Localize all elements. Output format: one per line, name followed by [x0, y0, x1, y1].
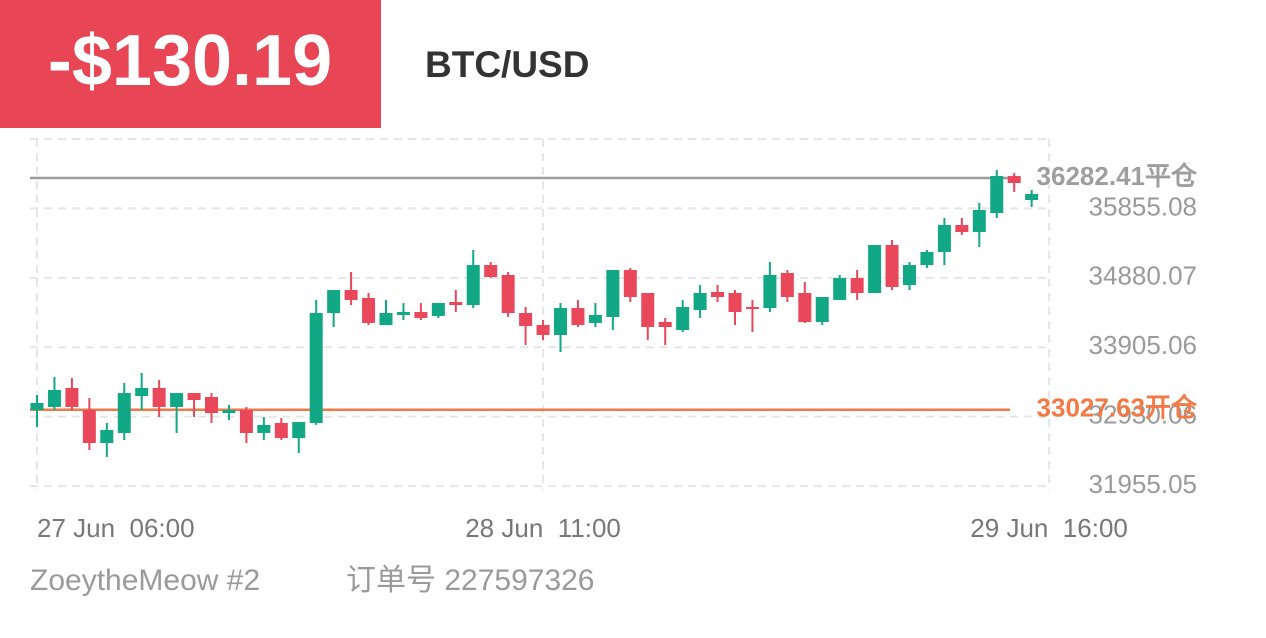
candle-body: [187, 393, 201, 401]
candle-body: [170, 393, 184, 407]
candle-body: [65, 387, 79, 407]
candle-body: [431, 303, 445, 316]
candle-body: [501, 274, 515, 314]
candle-body: [100, 429, 114, 444]
order-number: 订单号 227597326: [346, 564, 595, 597]
candle-body: [292, 422, 306, 439]
candle-body: [815, 296, 829, 322]
candle-body: [414, 312, 428, 318]
y-tick-label: 31955.05: [1089, 469, 1197, 499]
candle-body: [396, 312, 410, 315]
candle-body: [449, 302, 463, 306]
candle-body: [466, 265, 480, 306]
candle-body: [484, 265, 498, 277]
candle-body: [711, 292, 725, 297]
candle-body: [972, 209, 986, 232]
candle-body: [780, 272, 794, 297]
candle-body: [519, 313, 533, 327]
candle-body: [693, 292, 707, 311]
candle-body: [239, 409, 253, 433]
candle-body: [554, 308, 567, 336]
x-tick-label: 27 Jun 06:00: [37, 513, 195, 543]
candle-body: [47, 389, 61, 407]
candle-body: [588, 314, 602, 323]
candle-body: [903, 265, 916, 286]
candle-body: [763, 274, 777, 309]
pnl-badge: [0, 0, 381, 128]
candle-body: [920, 251, 934, 266]
candle-body: [728, 292, 742, 313]
candle-body: [344, 290, 358, 300]
candle-body: [850, 278, 864, 293]
candle-body: [606, 270, 620, 317]
candle-body: [833, 278, 847, 300]
open-line-label: 33027.63开仓: [1037, 393, 1198, 423]
candle-body: [937, 225, 951, 252]
candle-body: [257, 424, 271, 433]
y-tick-label: 33905.06: [1089, 330, 1197, 360]
candle-body: [362, 297, 376, 323]
candle-body: [117, 393, 131, 433]
candle-body: [798, 292, 812, 322]
candle-body: [205, 397, 218, 414]
candle-body: [1025, 194, 1039, 201]
candle-body: [135, 387, 149, 397]
account: ZoeytheMeow #2: [30, 564, 260, 597]
candle-body: [82, 409, 96, 444]
candle-body: [571, 308, 585, 326]
candle-body: [152, 387, 166, 407]
candle-body: [222, 409, 236, 414]
y-tick-label: 34880.07: [1089, 261, 1197, 291]
candle-body: [274, 423, 288, 439]
candle-body: [990, 176, 1004, 214]
symbol: BTC/USD: [425, 44, 589, 85]
candle-body: [868, 245, 882, 293]
candle-body: [327, 290, 341, 314]
candle-body: [676, 307, 690, 331]
candle-body: [536, 325, 550, 336]
x-tick-label: 28 Jun 11:00: [465, 513, 621, 543]
candle-body: [885, 245, 899, 288]
candle-body: [745, 307, 759, 310]
x-tick-label: 29 Jun 16:00: [970, 513, 1128, 543]
y-tick-label: 32930.06: [1089, 400, 1197, 430]
close-line-label: 36282.41平仓: [1037, 161, 1198, 191]
y-tick-label: 35855.08: [1089, 191, 1197, 221]
plot: 31955.05 32930.06 33905.06 34880.07 35855.08…: [30, 138, 1198, 543]
candle-body: [955, 225, 969, 232]
candle-body: [641, 292, 655, 328]
candle-body: [30, 402, 44, 410]
candle-body: [623, 270, 637, 297]
candle-body: [658, 321, 672, 328]
pnl: -$130.19: [48, 21, 332, 101]
candle-body: [309, 313, 323, 424]
candle-body: [1007, 176, 1021, 183]
candle-body: [379, 313, 393, 326]
